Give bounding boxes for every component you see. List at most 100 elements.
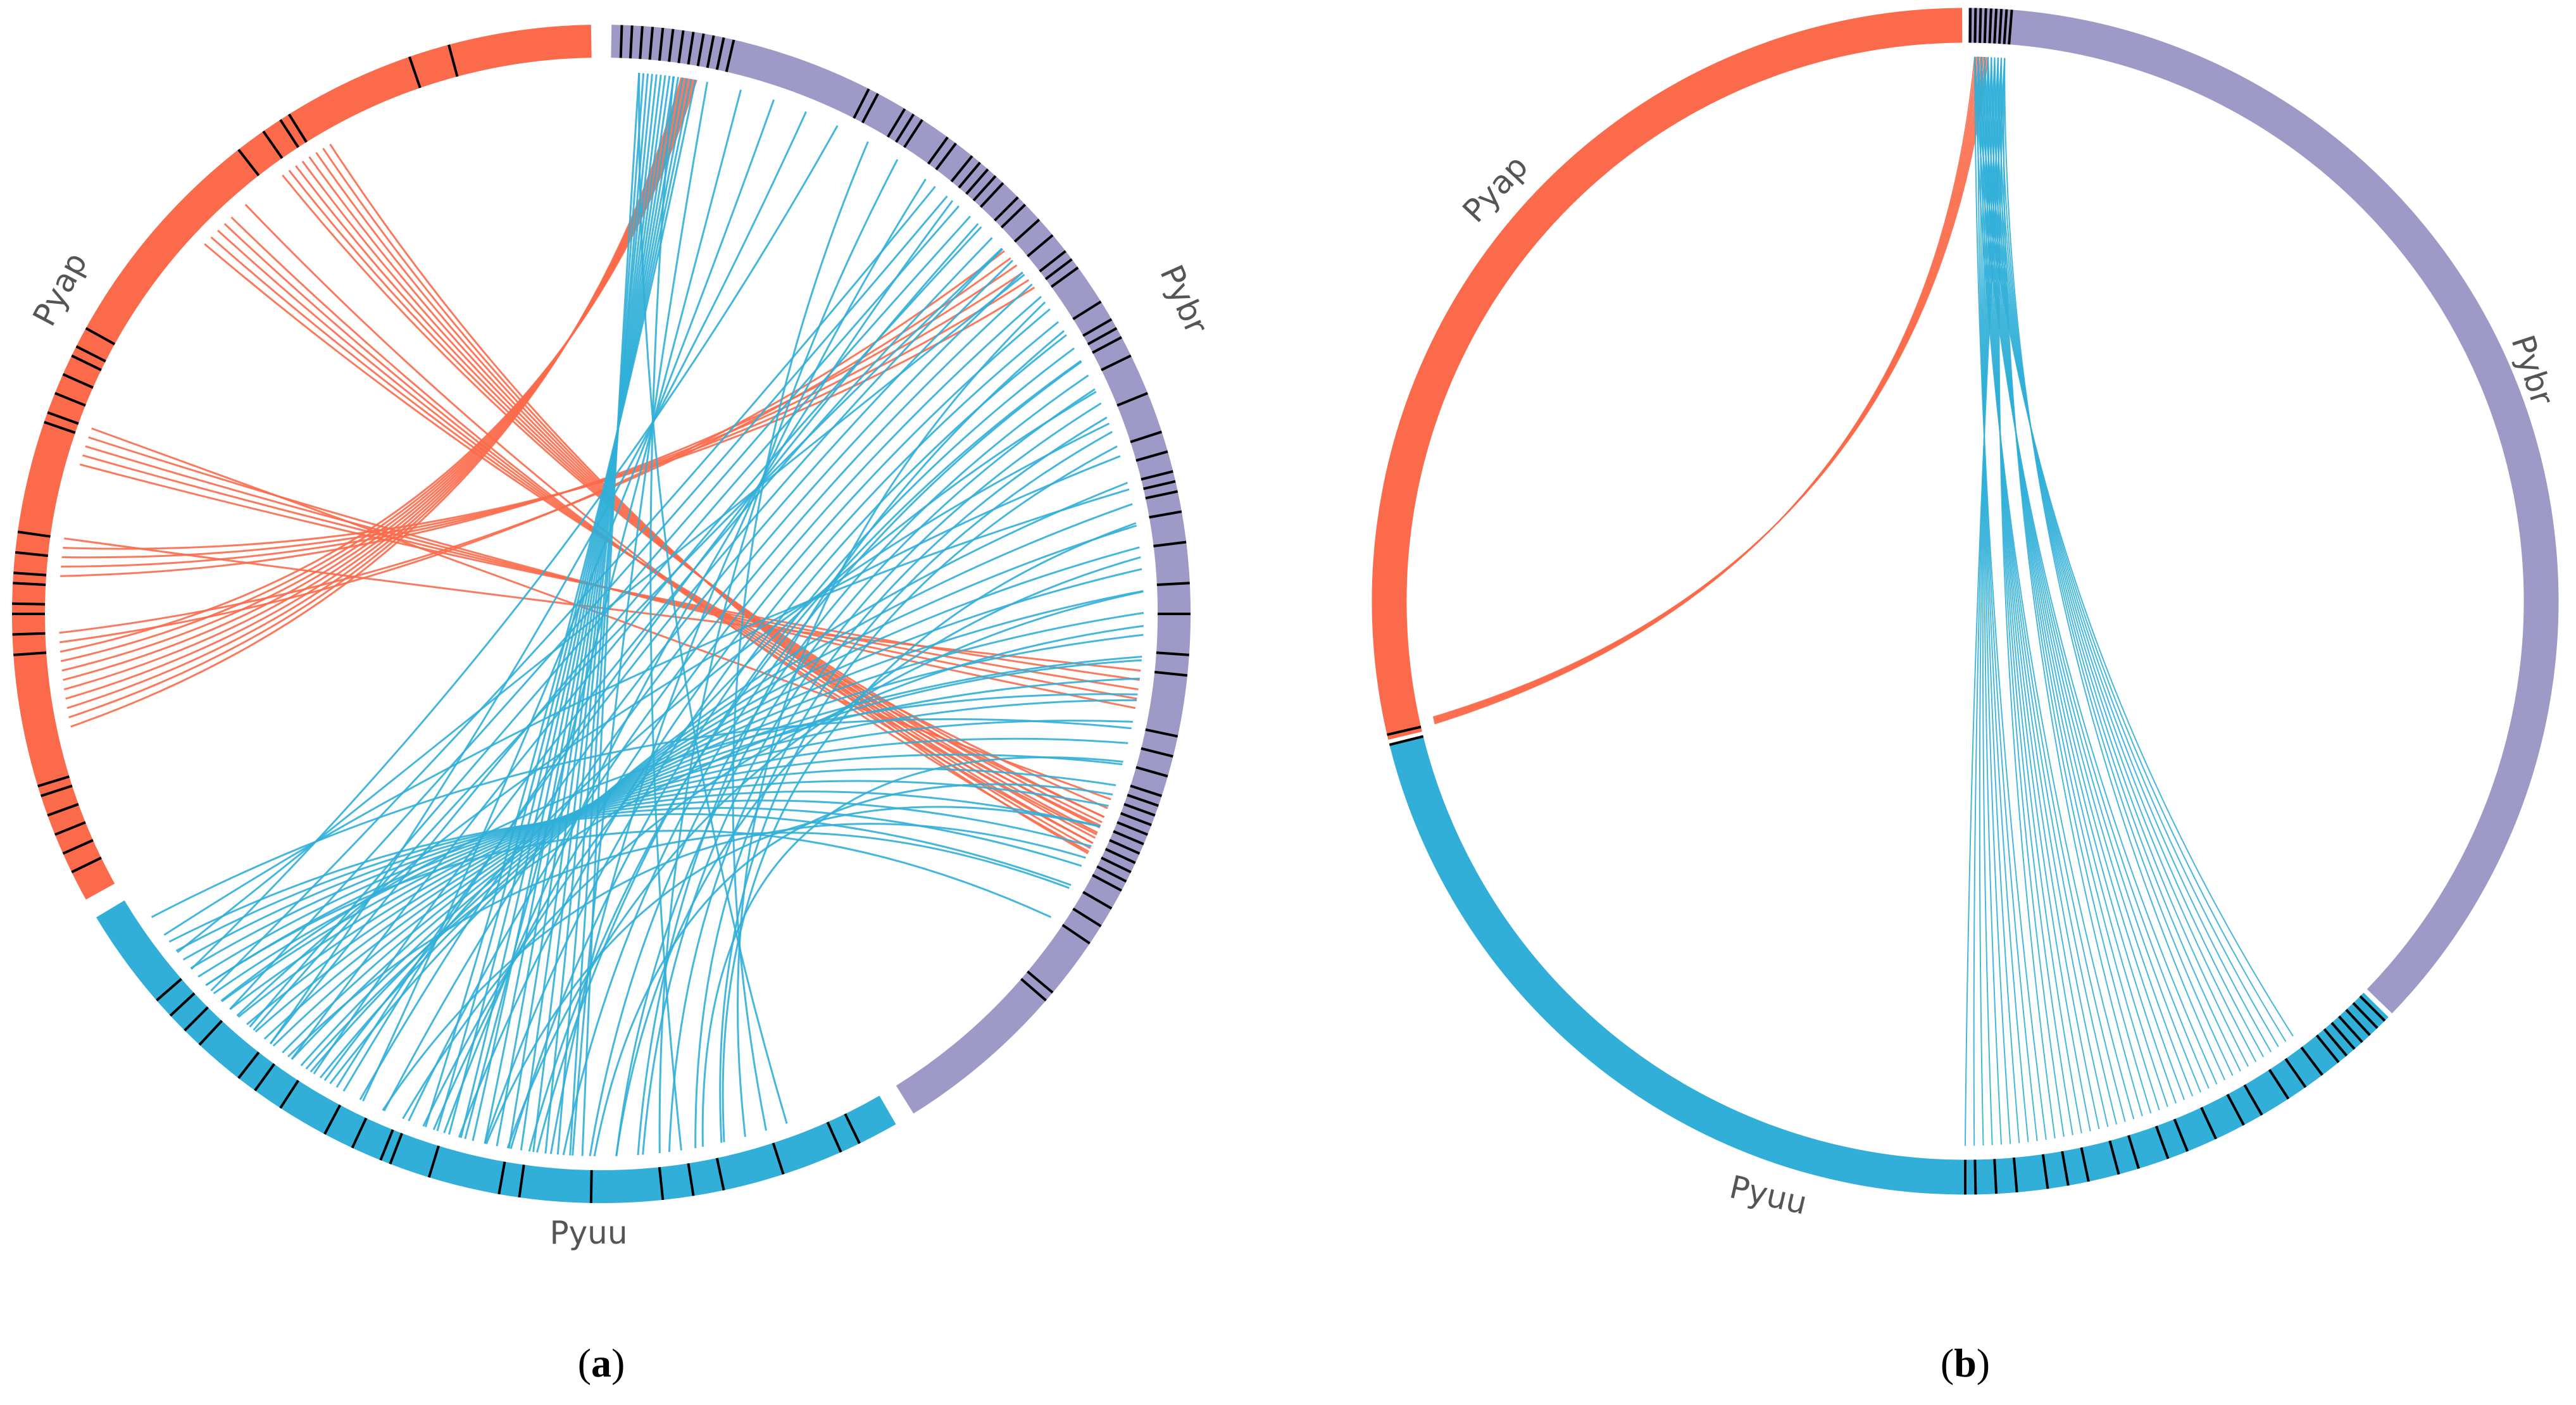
segment-pybr — [611, 25, 1191, 1114]
gene-marker — [619, 25, 623, 58]
gene-marker — [1123, 802, 1156, 817]
gene-marker — [447, 44, 459, 77]
synteny-link — [694, 430, 1113, 1149]
gene-marker — [629, 25, 634, 59]
synteny-link — [1998, 58, 2056, 1139]
synteny-link — [637, 330, 1065, 1156]
gene-marker — [1000, 203, 1027, 228]
gene-marker — [1104, 847, 1136, 865]
segment-label-pyuu: Pyuu — [549, 1215, 627, 1251]
gene-marker — [1149, 510, 1182, 519]
gene-marker — [2041, 1154, 2049, 1189]
synteny-link — [506, 590, 1144, 1149]
synteny-link — [359, 259, 1014, 1101]
synteny-link — [1973, 58, 2002, 1146]
gene-marker — [2300, 1046, 2323, 1076]
gene-marker — [950, 155, 973, 183]
synteny-link — [319, 503, 1133, 1078]
panel-b: Pyap Pybr Pyuu (b) — [1372, 8, 2561, 1385]
gene-marker — [169, 992, 196, 1017]
synteny-links — [59, 73, 1144, 1157]
segment-label-pyap: Pyap — [26, 246, 95, 332]
synteny-link — [197, 780, 1109, 978]
gene-marker — [1154, 670, 1188, 677]
gene-marker — [696, 33, 705, 66]
synteny-link — [1980, 56, 2117, 1125]
synteny-link — [593, 783, 1113, 1157]
synteny-link — [246, 677, 1140, 1025]
gene-marker — [687, 32, 695, 65]
gene-marker — [715, 1158, 725, 1191]
gene-marker — [844, 1113, 861, 1144]
segment-label-pybr: Pybr — [1153, 259, 1215, 339]
gene-marker — [958, 161, 981, 189]
gene-marker — [2200, 1106, 2218, 1140]
gene-marker — [972, 175, 997, 202]
synteny-link — [191, 125, 839, 970]
synteny-link — [2003, 58, 2143, 1116]
gene-marker — [1116, 821, 1148, 836]
gene-marker — [886, 108, 906, 138]
synteny-link — [1997, 58, 2160, 1111]
gene-marker — [37, 775, 70, 788]
synteny-link — [1982, 57, 2020, 1144]
gene-markers — [12, 25, 1191, 1203]
synteny-link — [2001, 58, 2234, 1077]
synteny-link — [532, 74, 658, 1152]
synteny-link — [1992, 57, 2082, 1133]
synteny-link — [1995, 58, 2073, 1135]
gene-marker — [323, 1104, 342, 1135]
gene-marker — [237, 1051, 260, 1079]
synteny-link — [263, 634, 1144, 1040]
gene-marker — [2315, 1034, 2340, 1063]
gene-marker — [1020, 978, 1047, 1002]
synteny-link — [737, 301, 1046, 1137]
gene-marker — [156, 978, 182, 1002]
ring — [12, 25, 1191, 1204]
gene-marker — [1135, 450, 1168, 462]
gene-marker — [71, 856, 102, 873]
gene-marker — [903, 119, 923, 148]
segment-pyap — [12, 25, 592, 900]
gene-marker — [1050, 266, 1079, 288]
synteny-link — [484, 321, 1060, 1144]
gene-marker — [1082, 318, 1113, 337]
gene-marker — [44, 421, 76, 434]
gene-marker — [2359, 995, 2386, 1022]
gene-marker — [2323, 1028, 2348, 1057]
synteny-link — [59, 250, 1005, 644]
panel-caption-a: (a) — [578, 1340, 625, 1385]
gene-marker — [71, 354, 102, 372]
synteny-link — [229, 195, 948, 1010]
synteny-link — [151, 718, 1132, 918]
gene-marker — [379, 1129, 394, 1161]
synteny-link — [458, 308, 1051, 1138]
synteny-link — [300, 546, 1140, 1066]
synteny-link — [282, 590, 1144, 1054]
synteny-link — [536, 347, 1075, 1153]
synteny-link — [402, 625, 1144, 1120]
gene-marker — [668, 28, 675, 62]
gene-marker — [1156, 582, 1190, 586]
synteny-link — [88, 436, 1136, 709]
synteny-link — [484, 76, 675, 1144]
gene-marker — [639, 26, 644, 59]
synteny-link — [1965, 58, 2006, 1146]
gene-marker — [75, 345, 106, 363]
gene-marker — [1039, 250, 1066, 273]
segment-pyuu — [96, 900, 896, 1204]
gene-markers — [1387, 8, 2386, 1195]
gene-marker — [687, 1163, 695, 1196]
synteny-link — [556, 73, 649, 1155]
synteny-link — [64, 537, 1141, 672]
gene-marker — [497, 1161, 506, 1195]
gene-marker — [1130, 430, 1163, 444]
synteny-link — [335, 248, 1004, 1088]
gene-marker — [237, 149, 260, 177]
synteny-link — [436, 78, 692, 1132]
gene-marker — [1061, 923, 1091, 945]
gene-marker — [2338, 1015, 2363, 1044]
gene-marker — [262, 130, 284, 159]
gene-marker — [826, 1121, 842, 1153]
